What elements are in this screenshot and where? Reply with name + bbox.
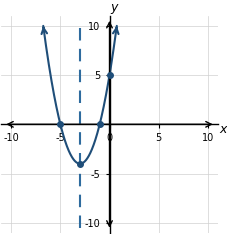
Text: y: y [110,1,118,14]
Text: x: x [219,123,226,136]
